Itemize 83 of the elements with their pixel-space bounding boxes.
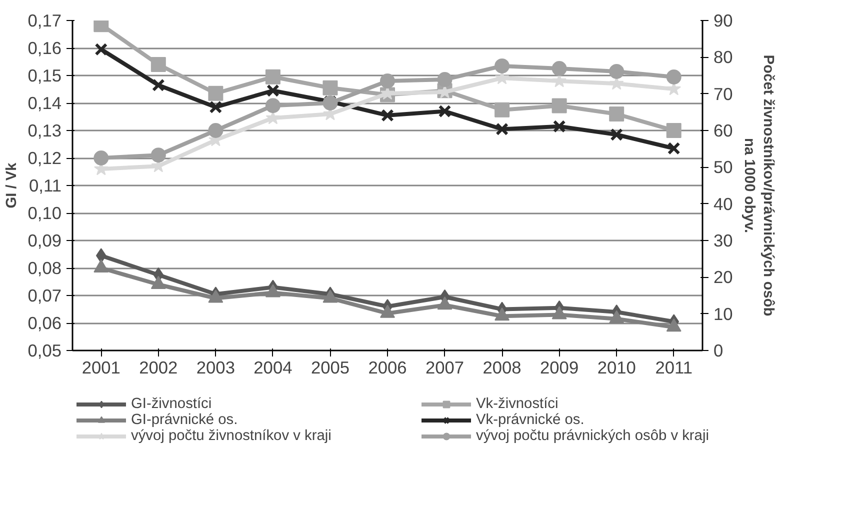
x-tick-label: 2004 — [254, 358, 293, 378]
y2-axis-title: Počet živnostníkov/právnických osôb na 1000 obyv. — [740, 54, 776, 316]
y-tick-label: 0,08 — [28, 258, 62, 278]
point — [552, 306, 567, 320]
y2-tick-label: 60 — [714, 120, 733, 140]
point — [552, 74, 566, 88]
y-tick-label: 0,05 — [28, 340, 62, 360]
y2-tick-label: 90 — [714, 10, 733, 30]
x-tick-label: 2005 — [310, 358, 350, 378]
y-tick-label: 0,14 — [28, 93, 62, 113]
point — [610, 128, 624, 142]
y-tick-label: 0,15 — [28, 66, 62, 86]
x-tick-label: 2006 — [368, 358, 407, 378]
x-tick-label: 2001 — [82, 358, 120, 378]
point — [265, 69, 280, 84]
point — [208, 290, 224, 303]
legend-label: Vk-právnické os. — [476, 412, 586, 428]
x-tick-label: 2008 — [482, 358, 522, 378]
point — [266, 84, 280, 98]
y-tick-label: 0,13 — [28, 120, 62, 140]
point — [322, 80, 338, 96]
y-tick-label: 0,11 — [29, 176, 62, 196]
point — [494, 102, 510, 118]
legend-label: GI-živnostíci — [131, 396, 213, 412]
x-tick-label: 2009 — [540, 358, 579, 378]
y2-tick-label: 0 — [714, 340, 724, 360]
point — [437, 296, 452, 310]
point — [380, 74, 395, 88]
point — [265, 284, 280, 298]
legend-label: vývoj počtu živnostníkov v kraji — [131, 428, 332, 444]
y2-tick-label: 70 — [714, 84, 733, 104]
y2-tick-label: 30 — [714, 230, 733, 250]
legend-label: GI-právnické os. — [131, 412, 239, 428]
point — [667, 142, 680, 155]
point — [94, 42, 108, 56]
point — [494, 308, 510, 321]
point — [666, 69, 682, 84]
point — [209, 100, 222, 114]
y-tick-label: 0,07 — [28, 286, 62, 306]
y-tick-label: 0,12 — [28, 148, 62, 168]
point — [496, 122, 508, 136]
x-tick-label: 2003 — [196, 358, 235, 378]
x-tick-label: 2011 — [655, 358, 692, 378]
point — [150, 148, 166, 163]
point — [609, 106, 624, 122]
point — [150, 57, 166, 72]
point — [609, 64, 624, 79]
legend-label: Vk-živnostíci — [476, 396, 560, 412]
y-tick-label: 0,10 — [28, 203, 62, 223]
y-tick-label: 0,06 — [28, 313, 62, 333]
point — [380, 304, 395, 318]
y2-tick-label: 50 — [714, 157, 733, 178]
point — [322, 290, 338, 303]
point — [94, 259, 109, 273]
point — [552, 98, 567, 114]
point — [552, 61, 567, 76]
point — [666, 318, 682, 332]
point — [150, 276, 166, 290]
point — [96, 248, 106, 264]
y-tick-label: 0,09 — [28, 230, 62, 250]
point — [438, 104, 452, 118]
point — [208, 86, 224, 101]
point — [437, 72, 452, 88]
point — [666, 123, 682, 138]
point — [381, 108, 394, 122]
point — [152, 78, 165, 92]
y-tick-label: 0,17 — [28, 10, 62, 30]
x-tick-label: 2010 — [597, 358, 636, 378]
x-tick-label: 2007 — [426, 358, 464, 378]
point — [552, 120, 566, 133]
y-axis-title: GI / Vk — [4, 162, 20, 208]
x-tick-label: 2002 — [139, 358, 178, 378]
legend-label: vývoj počtu právnických osôb v kraji — [476, 428, 710, 444]
point — [494, 58, 510, 74]
y2-tick-label: 10 — [714, 304, 733, 324]
point — [94, 150, 109, 166]
y2-tick-label: 20 — [714, 267, 733, 288]
point — [208, 123, 224, 138]
y-tick-label: 0,16 — [28, 38, 62, 58]
point — [609, 310, 624, 324]
point — [265, 98, 280, 114]
y2-tick-label: 40 — [714, 194, 733, 214]
y2-tick-label: 80 — [714, 47, 733, 68]
